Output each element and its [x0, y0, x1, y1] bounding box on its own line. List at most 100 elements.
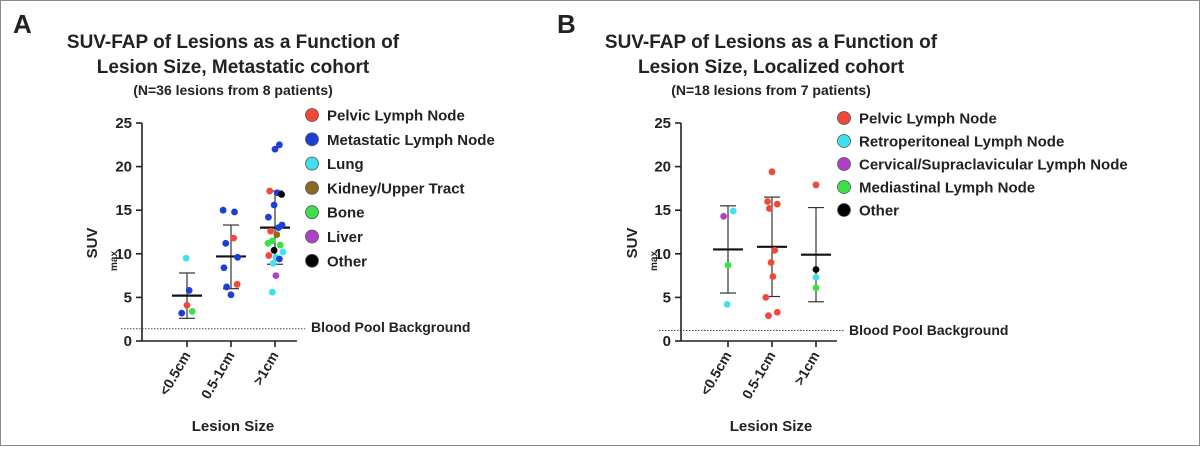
panel-a-legend-item-liver: Liver [305, 229, 363, 246]
panel-a-summary-0 [172, 272, 202, 319]
panel-b-y-tick-label: 20 [654, 159, 671, 176]
panel-a-data-point [276, 141, 283, 149]
panel-a-legend-item-bone: Bone [305, 205, 365, 222]
panel-a-legend-item-kidney: Kidney/Upper Tract [305, 180, 465, 197]
panel-b-data-point [768, 168, 776, 176]
panel-b-reference-label: Blood Pool Background [849, 322, 1008, 338]
panel-b-data-point [723, 300, 731, 308]
panel-b-y-tick-label: 25 [654, 115, 671, 132]
panel-a-data-point [270, 201, 278, 209]
panel-a-ylabel-sub: max [109, 251, 120, 271]
panel-a-legend-marker [305, 205, 319, 220]
panel-a-label: A [13, 9, 32, 39]
panel-a-data-point [183, 301, 191, 309]
panel-a-ylabel: SUV [84, 228, 101, 259]
panel-b-legend-item-other: Other [837, 203, 899, 220]
panel-a-data-point [265, 252, 273, 259]
panel-b-ylabel-sub: max [649, 251, 660, 271]
panel-a-data-point [279, 248, 287, 256]
panel-b-legend-marker [837, 180, 851, 194]
panel-a-data-point [220, 264, 228, 272]
panel-a-subtitle: (N=36 lesions from 8 patients) [133, 82, 333, 98]
panel-a-data-point [278, 191, 285, 198]
panel-b-data-point [765, 205, 773, 212]
panel-b-legend-label: Other [859, 203, 899, 220]
panel-a-data-point [278, 221, 286, 229]
panel-a-legend-item-other: Other [305, 253, 367, 270]
panel-a-data-point [265, 213, 272, 221]
panel-a: A SUV-FAP of Lesions as a Function of Le… [13, 9, 470, 435]
panel-a-legend-item-pelvic: Pelvic Lymph Node [305, 108, 465, 125]
panel-a-xlabel: Lesion Size [192, 418, 275, 435]
panel-b-y-tick-label: 15 [654, 202, 671, 219]
panel-b-data-point [773, 308, 781, 316]
panel-a-data-point [272, 272, 280, 279]
panel-a-data-point [230, 234, 238, 242]
panel-a-y-tick-label: 0 [124, 333, 132, 350]
panel-a-title-line-2: Lesion Size, Metastatic cohort [97, 57, 370, 78]
panel-a-data-point [227, 291, 235, 299]
panel-b-y-tick-label: 5 [663, 289, 671, 306]
panel-b-x-tick-label: 0.5-1cm [739, 349, 779, 402]
panel-a-legend-marker [305, 180, 319, 195]
panel-b-label: B [557, 9, 576, 39]
panel-a-data-point [276, 241, 284, 249]
panel-b-data-point [812, 181, 820, 189]
panel-b-data-point [812, 266, 820, 273]
panel-a-data-point [185, 287, 193, 294]
panel-a-legend-label: Lung [327, 156, 364, 173]
panel-a-legend-item-metastatic: Metastatic Lymph Node [305, 132, 495, 149]
panel-b-ylabel: SUV [624, 228, 641, 259]
panel-b-title-line-1: SUV-FAP of Lesions as a Function of [605, 32, 938, 53]
panel-a-title-line-1: SUV-FAP of Lesions as a Function of [67, 32, 400, 53]
panel-b-legend-item-retroperitoneal: Retroperitoneal Lymph Node [837, 134, 1064, 151]
panel-b-legend-marker [837, 134, 851, 148]
panel-b-y-tick-label: 0 [663, 333, 671, 350]
panel-a-x-tick-label: >1cm [250, 349, 282, 388]
panel-a-y-tick-label: 10 [115, 246, 132, 263]
panel-b-data-point [765, 312, 772, 320]
panel-a-data-point [268, 237, 276, 245]
panel-a-legend-marker [305, 156, 319, 171]
panel-b-data-point [773, 200, 781, 208]
panel-b-summary-1 [757, 196, 787, 298]
panel-a-data-point [223, 283, 231, 291]
panel-a-data-point [231, 208, 238, 216]
panel-a-data-point [269, 259, 277, 267]
panel-a-legend-marker [305, 229, 319, 244]
panel-a-x-tick-label: <0.5cm [156, 349, 194, 398]
panel-b-data-point [720, 212, 727, 220]
panel-b-legend-marker [837, 111, 851, 125]
panel-b-data-point [769, 273, 777, 280]
panel-a-data-point [219, 206, 227, 214]
panel-a-legend-label: Other [327, 253, 367, 270]
panel-a-legend-marker [305, 132, 319, 147]
panel-b-data-point [762, 294, 770, 301]
panel-a-legend-label: Metastatic Lymph Node [327, 132, 495, 149]
panel-b-x-tick-label: >1cm [791, 349, 823, 388]
panel-b-title-line-2: Lesion Size, Localized cohort [638, 57, 905, 78]
panel-b-legend-item-mediastinal: Mediastinal Lymph Node [837, 180, 1035, 197]
panel-a-data-point [273, 231, 281, 239]
panel-a-data-point [270, 246, 278, 254]
panel-b-summary-0 [713, 205, 743, 294]
panel-b-legend-label: Mediastinal Lymph Node [859, 180, 1035, 197]
panel-a-summary-1 [216, 224, 246, 290]
panel-a-reference-label: Blood Pool Background [311, 319, 470, 335]
panel-b-data-point [812, 273, 820, 281]
panel-b-xlabel: Lesion Size [730, 418, 813, 435]
panel-b-data-point [812, 284, 820, 292]
panel-b: B SUV-FAP of Lesions as a Function of Le… [557, 9, 1008, 435]
panel-a-legend-item-lung: Lung [305, 156, 364, 173]
panel-a-data-point [178, 309, 186, 317]
panel-a-y-tick-label: 5 [124, 289, 132, 306]
panel-a-legend-label: Pelvic Lymph Node [327, 108, 465, 125]
panel-b-legend-marker [837, 203, 851, 217]
panel-b-data-point [724, 261, 732, 269]
panel-b-plot: 0 5 10 15 20 25 <0.5cm 0.5-1cm >1cm Pelvic Lymph … [654, 111, 1127, 402]
panel-b-data-point [767, 259, 775, 266]
panel-a-legend-label: Liver [327, 229, 363, 246]
panel-b-legend-label: Cervical/Supraclavicular Lymph Node [859, 157, 1128, 174]
